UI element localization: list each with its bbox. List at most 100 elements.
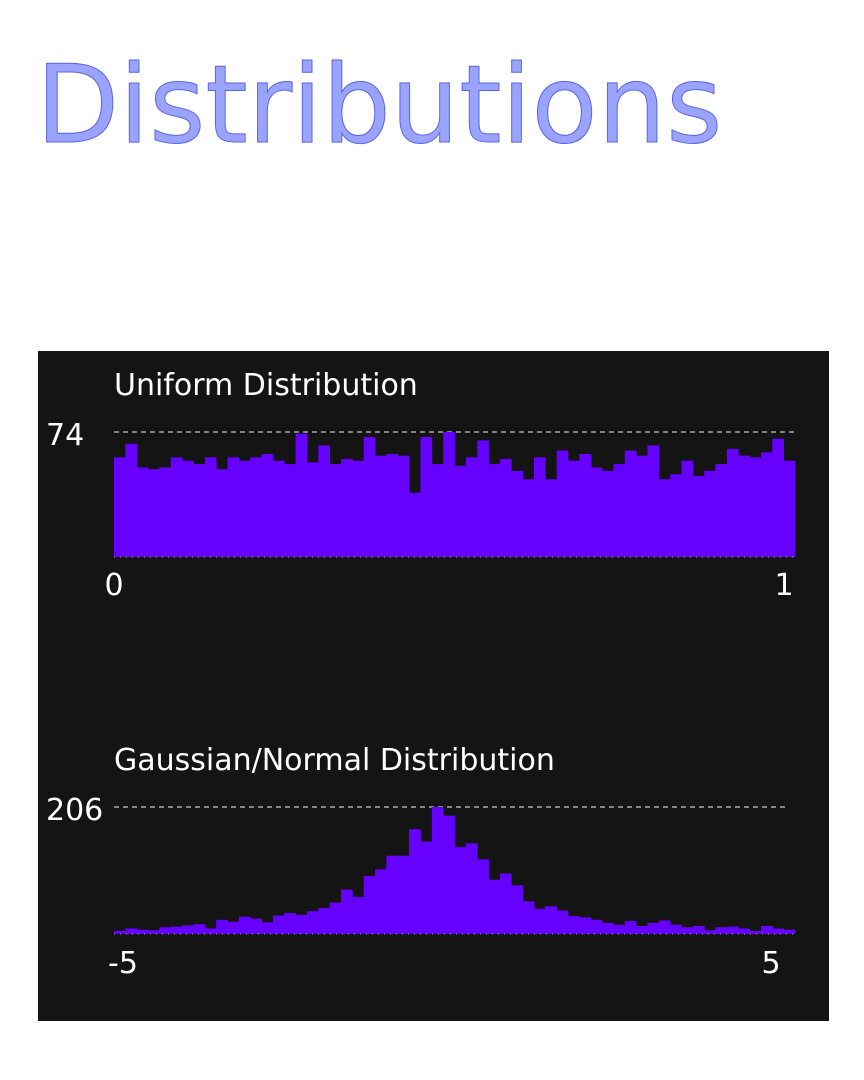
gaussian-bar [443, 815, 455, 934]
gaussian-ymax-label: 206 [46, 793, 103, 828]
gaussian-bar [647, 922, 660, 934]
uniform-bar [647, 445, 660, 557]
uniform-bar [159, 467, 172, 557]
gaussian-bar [579, 917, 592, 934]
uniform-bar [204, 457, 217, 557]
gaussian-bar [409, 829, 421, 934]
uniform-bar [545, 479, 558, 557]
uniform-bar [397, 455, 410, 557]
uniform-bar [499, 459, 512, 557]
gaussian-bar [545, 906, 558, 934]
gaussian-xmin-label: -5 [108, 946, 138, 981]
uniform-bar [329, 464, 342, 557]
uniform-bar [182, 460, 194, 557]
uniform-bar [295, 433, 308, 557]
gaussian-bar [568, 916, 580, 934]
uniform-histogram: Uniform Distribution 74 0 1 [46, 368, 796, 603]
gaussian-bar [261, 922, 274, 934]
gaussian-bar [125, 928, 138, 934]
uniform-bar [636, 455, 648, 557]
gaussian-bar [193, 924, 206, 934]
uniform-bar [352, 460, 365, 557]
uniform-bar [125, 443, 138, 557]
gaussian-bar [749, 930, 762, 934]
gaussian-bar [454, 847, 467, 934]
gaussian-bar [136, 929, 149, 934]
uniform-bar [760, 452, 773, 557]
uniform-bar [738, 455, 750, 557]
gaussian-bars [114, 807, 796, 934]
gaussian-bar [272, 915, 285, 934]
gaussian-bar [397, 855, 410, 934]
uniform-bar [386, 453, 399, 557]
uniform-bar [533, 457, 546, 557]
gaussian-bar [738, 928, 750, 934]
uniform-bar [692, 475, 705, 557]
uniform-bar [375, 455, 387, 557]
gaussian-histogram: Gaussian/Normal Distribution 206 -5 5 [46, 743, 796, 981]
uniform-bar [341, 459, 353, 557]
gaussian-bar [295, 914, 308, 934]
gaussian-bar [114, 930, 126, 934]
uniform-bar [238, 460, 251, 557]
gaussian-bar [477, 859, 489, 934]
uniform-bars [114, 432, 796, 557]
uniform-bar [568, 460, 580, 557]
uniform-bar [511, 470, 523, 557]
gaussian-bar [465, 843, 478, 934]
gaussian-bar [170, 926, 183, 934]
gaussian-bar [306, 911, 319, 934]
gaussian-bar [681, 927, 694, 934]
gaussian-bar [352, 897, 365, 934]
uniform-bar [136, 467, 149, 557]
gaussian-bar [318, 908, 331, 934]
uniform-ymax-label: 74 [46, 418, 84, 453]
gaussian-bar [250, 918, 262, 934]
uniform-bar [272, 460, 285, 557]
gaussian-bar [284, 913, 296, 934]
gaussian-bar [715, 927, 728, 934]
gaussian-bar [522, 901, 535, 934]
uniform-xmax-label: 1 [774, 568, 793, 603]
gaussian-bar [533, 908, 546, 934]
uniform-chart-title: Uniform Distribution [114, 368, 418, 403]
page-title: Distributions [35, 43, 723, 168]
uniform-bar [726, 448, 739, 557]
gaussian-bar [375, 869, 387, 934]
uniform-bar [114, 457, 126, 557]
uniform-bar [443, 432, 455, 557]
uniform-bar [284, 464, 296, 557]
gaussian-chart-title: Gaussian/Normal Distribution [114, 743, 555, 778]
gaussian-bar [624, 921, 637, 934]
gaussian-bar [148, 930, 160, 934]
gaussian-bar [238, 916, 251, 934]
gaussian-bar [511, 885, 523, 934]
gaussian-bar [602, 922, 614, 934]
gaussian-bar [692, 925, 705, 934]
uniform-bar [465, 457, 478, 557]
uniform-bar [477, 440, 489, 557]
gaussian-bar [363, 876, 376, 934]
gaussian-bar [636, 925, 648, 934]
uniform-bar [602, 470, 614, 557]
uniform-bar [148, 469, 160, 557]
gaussian-bar [386, 855, 399, 934]
gaussian-bar [670, 924, 682, 934]
histogram-charts: Uniform Distribution 74 0 1 Gaussian/Nor… [46, 368, 796, 981]
gaussian-bar [772, 928, 785, 934]
gaussian-bar [431, 807, 444, 934]
gaussian-bar [341, 889, 353, 934]
gaussian-bar [159, 927, 172, 934]
uniform-bar [170, 457, 183, 557]
uniform-bar [193, 464, 206, 557]
gaussian-bar [227, 921, 240, 934]
uniform-bar [715, 464, 728, 557]
uniform-bar [772, 438, 785, 557]
uniform-bar [363, 437, 376, 557]
uniform-bar [579, 453, 592, 557]
uniform-bar [227, 457, 240, 557]
uniform-bar [556, 450, 569, 557]
uniform-bar [704, 470, 716, 557]
uniform-bar [431, 464, 444, 557]
gaussian-bar [488, 879, 501, 934]
